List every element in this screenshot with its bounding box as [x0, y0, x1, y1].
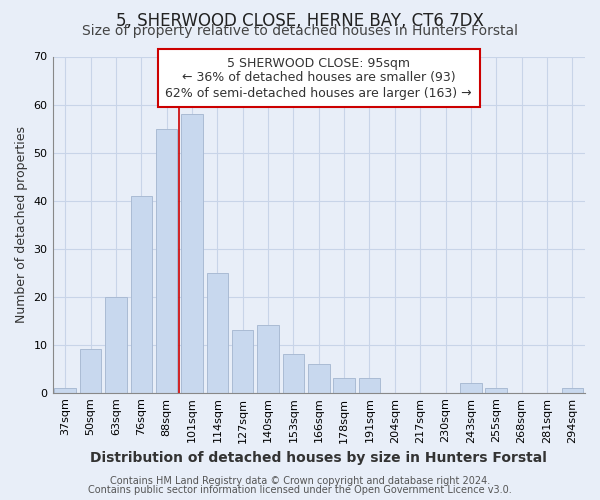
Bar: [359, 378, 380, 392]
Bar: [206, 272, 228, 392]
Bar: [283, 354, 304, 393]
Bar: [460, 383, 482, 392]
Bar: [80, 350, 101, 393]
Bar: [308, 364, 329, 392]
Bar: [55, 388, 76, 392]
Text: Size of property relative to detached houses in Hunters Forstal: Size of property relative to detached ho…: [82, 24, 518, 38]
Bar: [257, 326, 279, 392]
Text: 5 SHERWOOD CLOSE: 95sqm
← 36% of detached houses are smaller (93)
62% of semi-de: 5 SHERWOOD CLOSE: 95sqm ← 36% of detache…: [166, 56, 472, 100]
Text: Contains HM Land Registry data © Crown copyright and database right 2024.: Contains HM Land Registry data © Crown c…: [110, 476, 490, 486]
Y-axis label: Number of detached properties: Number of detached properties: [15, 126, 28, 323]
Bar: [156, 128, 178, 392]
Bar: [334, 378, 355, 392]
X-axis label: Distribution of detached houses by size in Hunters Forstal: Distribution of detached houses by size …: [91, 451, 547, 465]
Bar: [232, 330, 253, 392]
Bar: [131, 196, 152, 392]
Bar: [562, 388, 583, 392]
Bar: [485, 388, 507, 392]
Bar: [105, 296, 127, 392]
Bar: [181, 114, 203, 392]
Text: Contains public sector information licensed under the Open Government Licence v3: Contains public sector information licen…: [88, 485, 512, 495]
Text: 5, SHERWOOD CLOSE, HERNE BAY, CT6 7DX: 5, SHERWOOD CLOSE, HERNE BAY, CT6 7DX: [116, 12, 484, 30]
